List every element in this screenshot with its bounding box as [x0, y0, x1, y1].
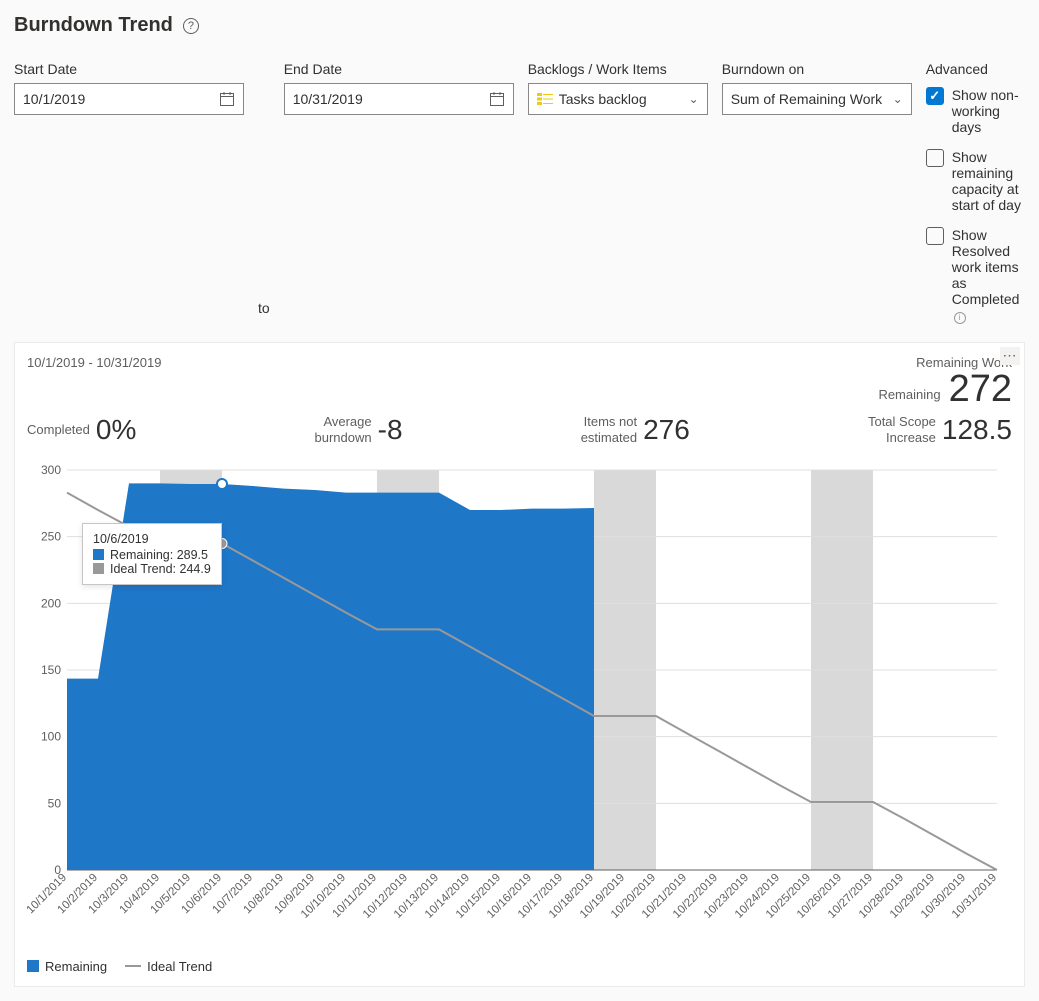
- stat-label: Averageburndown: [315, 414, 372, 445]
- advanced-option: Show Resolved work items as Completed i: [926, 227, 1025, 324]
- stat-value: 0%: [96, 414, 136, 446]
- svg-text:150: 150: [41, 663, 61, 677]
- stat-label: Completed: [27, 422, 90, 438]
- svg-text:250: 250: [41, 529, 61, 543]
- tooltip-row: Remaining: 289.5: [93, 548, 211, 562]
- backlogs-dropdown[interactable]: Tasks backlog ⌄: [528, 83, 708, 115]
- chart-panel: ⋯ 10/1/2019 - 10/31/2019 Remaining Work …: [14, 342, 1025, 987]
- tooltip-swatch: [93, 549, 104, 560]
- burndown-on-dropdown[interactable]: Sum of Remaining Work ⌄: [722, 83, 912, 115]
- checkbox[interactable]: [926, 149, 944, 167]
- filters-bar: Start Date 10/1/2019 to End Date 10/31/2…: [14, 61, 1025, 324]
- stat: Items notestimated276: [581, 414, 690, 446]
- svg-text:50: 50: [48, 796, 62, 810]
- advanced-option-label: Show non-working days: [952, 87, 1025, 135]
- burndown-on-value: Sum of Remaining Work: [731, 91, 882, 107]
- burndown-on-label: Burndown on: [722, 61, 912, 77]
- backlogs-label: Backlogs / Work Items: [528, 61, 708, 77]
- calendar-icon[interactable]: [219, 91, 235, 107]
- checkbox[interactable]: [926, 87, 944, 105]
- checkbox[interactable]: [926, 227, 944, 245]
- help-icon[interactable]: ?: [183, 18, 199, 34]
- more-options-button[interactable]: ⋯: [1000, 347, 1020, 365]
- svg-text:100: 100: [41, 729, 61, 743]
- stat-label: Total ScopeIncrease: [868, 414, 936, 445]
- backlogs-value: Tasks backlog: [559, 91, 647, 107]
- tooltip-row: Ideal Trend: 244.9: [93, 562, 211, 576]
- to-label: to: [258, 300, 270, 324]
- stat: Total ScopeIncrease128.5: [868, 414, 1012, 446]
- calendar-icon[interactable]: [489, 91, 505, 107]
- remaining-sublabel: Remaining: [878, 387, 940, 402]
- remaining-work-value: 272: [949, 370, 1012, 408]
- chevron-down-icon: ⌄: [893, 92, 903, 106]
- chart-tooltip: 10/6/2019 Remaining: 289.5Ideal Trend: 24…: [82, 523, 222, 585]
- date-range: 10/1/2019 - 10/31/2019: [27, 355, 161, 408]
- advanced-option-label: Show Resolved work items as Completed i: [952, 227, 1025, 324]
- stat-value: -8: [378, 414, 403, 446]
- stat-value: 276: [643, 414, 690, 446]
- advanced-option: Show non-working days: [926, 87, 1025, 135]
- burndown-chart: 05010015020025030010/1/201910/2/201910/3…: [27, 460, 1012, 935]
- stat-value: 128.5: [942, 414, 1012, 446]
- start-date-input[interactable]: 10/1/2019: [14, 83, 244, 115]
- stat: Completed 0%: [27, 414, 136, 446]
- svg-text:300: 300: [41, 463, 61, 477]
- start-date-value: 10/1/2019: [23, 91, 85, 107]
- stat-label: Items notestimated: [581, 414, 637, 445]
- advanced-label: Advanced: [926, 61, 1025, 77]
- advanced-option-label: Show remaining capacity at start of day: [952, 149, 1025, 213]
- end-date-input[interactable]: 10/31/2019: [284, 83, 514, 115]
- tooltip-swatch: [93, 563, 104, 574]
- start-date-label: Start Date: [14, 61, 244, 77]
- tasks-icon: [537, 93, 553, 105]
- end-date-value: 10/31/2019: [293, 91, 363, 107]
- stat: Averageburndown-8: [315, 414, 403, 446]
- info-icon[interactable]: i: [954, 312, 966, 324]
- page-title: Burndown Trend: [14, 14, 173, 37]
- tooltip-date: 10/6/2019: [93, 532, 211, 546]
- advanced-option: Show remaining capacity at start of day: [926, 149, 1025, 213]
- svg-text:200: 200: [41, 596, 61, 610]
- chevron-down-icon: ⌄: [689, 92, 699, 106]
- end-date-label: End Date: [284, 61, 514, 77]
